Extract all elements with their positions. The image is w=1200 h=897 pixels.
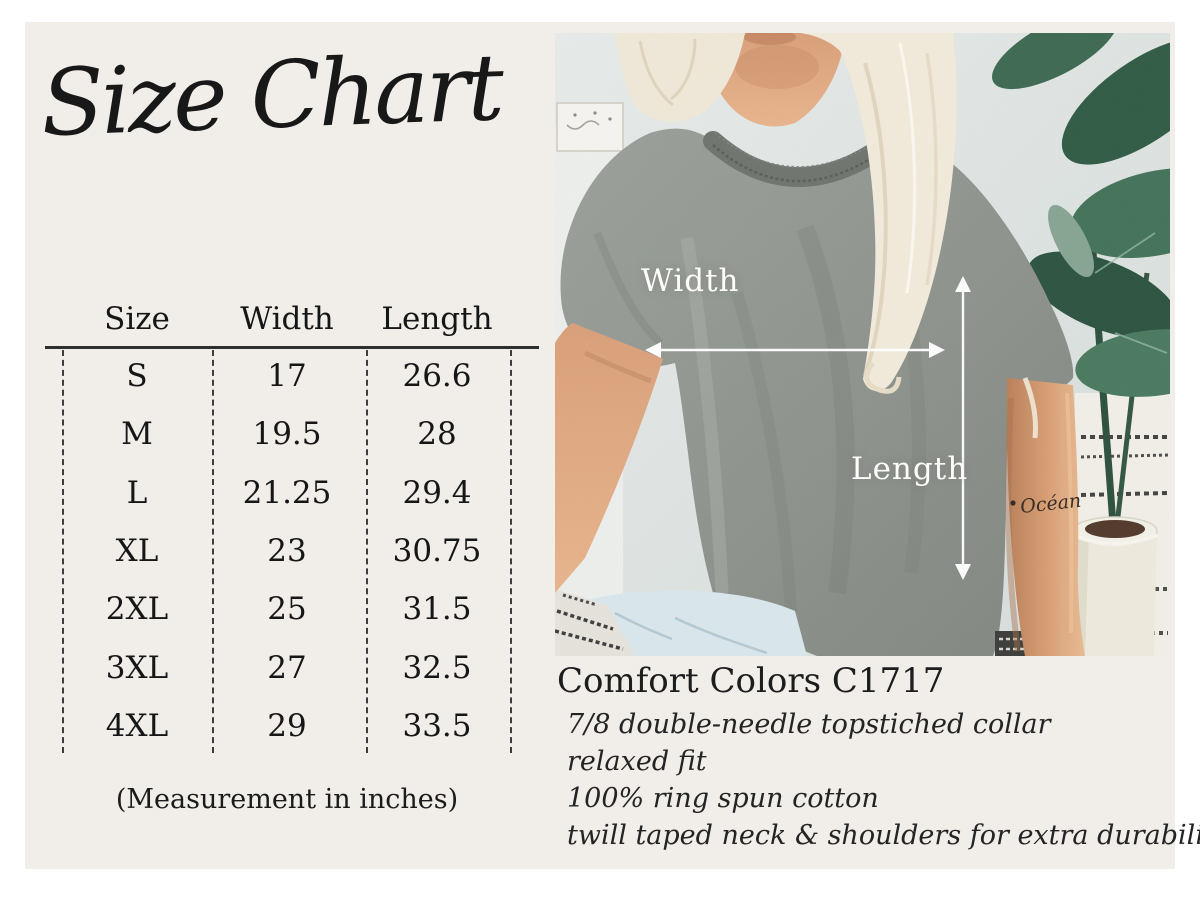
width-cell: 27 (267, 649, 307, 686)
size-table-header: Size Width Length (62, 294, 512, 344)
table-vertical-line (510, 350, 512, 753)
size-table-body: S 17 26.6 M 19.5 28 L 21.25 29.4 XL 23 30.75 2XL 25 31… (62, 347, 512, 755)
length-cell: 31.5 (402, 591, 472, 628)
width-cell: 21.25 (242, 474, 332, 511)
page-title: Size Chart (39, 34, 503, 158)
table-row: M 19.5 28 (62, 416, 512, 452)
length-cell: 29.4 (402, 474, 472, 511)
table-row: XL 23 30.75 (62, 533, 512, 569)
photo-illustration: Océan (555, 33, 1170, 656)
size-cell: XL (115, 532, 159, 569)
table-vertical-line (366, 350, 368, 753)
size-cell: 2XL (105, 591, 169, 628)
product-feature-line: 100% ring spun cotton (567, 783, 879, 815)
size-cell: L (126, 474, 148, 511)
product-feature-line: 7/8 double-needle topstiched collar (567, 709, 1051, 741)
width-cell: 25 (267, 591, 307, 628)
table-row: 3XL 27 32.5 (62, 650, 512, 686)
product-photo: Océan Width Length (555, 33, 1170, 656)
width-arrow-right-head (929, 342, 945, 358)
size-table: Size Width Length S 17 26.6 M 19.5 28 L 21.25 29… (45, 294, 539, 755)
table-row: 2XL 25 31.5 (62, 591, 512, 627)
width-cell: 17 (267, 358, 307, 395)
size-cell: S (126, 358, 148, 395)
table-row: S 17 26.6 (62, 358, 512, 394)
width-annotation-label: Width (641, 263, 740, 299)
product-feature-line: relaxed fit (567, 746, 707, 778)
length-annotation-label: Length (851, 451, 969, 487)
length-cell: 28 (417, 416, 457, 453)
product-feature-line: twill taped neck & shoulders for extra d… (567, 820, 1200, 852)
column-header-size: Size (104, 301, 170, 337)
size-cell: 4XL (105, 707, 169, 744)
table-caption: (Measurement in inches) (115, 784, 459, 815)
table-row: 4XL 29 33.5 (62, 708, 512, 744)
length-cell: 33.5 (402, 707, 472, 744)
header-divider-line (45, 346, 539, 349)
measurement-arrows (645, 276, 971, 580)
table-vertical-line (212, 350, 214, 753)
column-header-width: Width (240, 301, 334, 337)
content-area: Size Chart Size Width Length S 17 26.6 M 19.… (25, 22, 1200, 869)
product-features: 7/8 double-needle topstiched collar relax… (567, 706, 1200, 854)
photo-grain-texture (555, 33, 1170, 656)
length-cell: 26.6 (402, 358, 472, 395)
product-name: Comfort Colors C1717 (557, 661, 945, 701)
width-cell: 19.5 (252, 416, 322, 453)
width-cell: 29 (267, 707, 307, 744)
size-cell: 3XL (105, 649, 169, 686)
length-cell: 30.75 (392, 532, 482, 569)
length-arrow-top-head (955, 276, 971, 292)
width-arrow-left-head (645, 342, 661, 358)
size-cell: M (121, 416, 153, 453)
table-row: L 21.25 29.4 (62, 475, 512, 511)
product-details: Comfort Colors C1717 7/8 double-needle t… (557, 661, 1200, 854)
table-vertical-line (62, 350, 64, 753)
width-cell: 23 (267, 532, 307, 569)
length-arrow-bottom-head (955, 564, 971, 580)
length-cell: 32.5 (402, 649, 472, 686)
column-header-length: Length (381, 301, 493, 337)
